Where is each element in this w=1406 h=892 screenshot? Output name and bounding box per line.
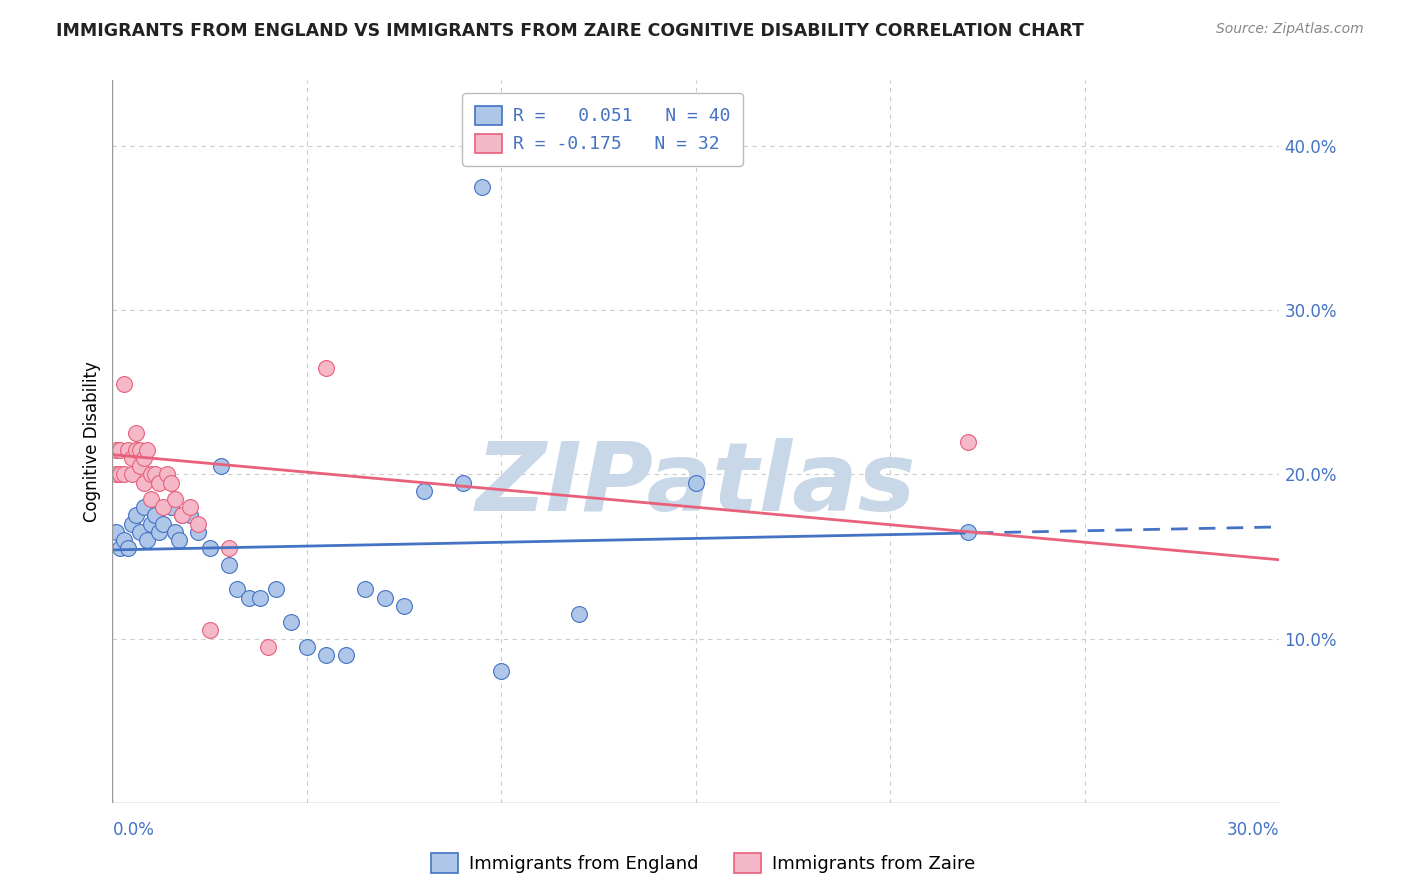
Point: [136, 533, 159, 547]
Point: [148, 524, 170, 539]
Point: [209, 459, 232, 474]
Text: IMMIGRANTS FROM ENGLAND VS IMMIGRANTS FROM ZAIRE COGNITIVE DISABILITY CORRELATIO: IMMIGRANTS FROM ENGLAND VS IMMIGRANTS FR…: [56, 22, 1084, 40]
Point: [491, 665, 513, 679]
Point: [257, 640, 280, 654]
Point: [172, 508, 194, 523]
Point: [156, 467, 179, 482]
Point: [685, 475, 707, 490]
Point: [152, 500, 174, 515]
Point: [160, 500, 183, 515]
Point: [112, 467, 135, 482]
Point: [238, 591, 260, 605]
Point: [112, 533, 135, 547]
Point: [315, 648, 337, 662]
Point: [110, 467, 132, 482]
Point: [172, 508, 194, 523]
Text: 30.0%: 30.0%: [1227, 821, 1279, 838]
Text: 0.0%: 0.0%: [112, 821, 155, 838]
Legend: Immigrants from England, Immigrants from Zaire: Immigrants from England, Immigrants from…: [423, 846, 983, 880]
Point: [218, 541, 240, 556]
Point: [957, 434, 980, 449]
Point: [957, 524, 980, 539]
Point: [121, 516, 143, 531]
Point: [110, 442, 132, 457]
Point: [117, 541, 139, 556]
Point: [128, 442, 150, 457]
Point: [198, 624, 221, 638]
Point: [105, 467, 128, 482]
Point: [568, 607, 591, 621]
Point: [354, 582, 377, 597]
Point: [152, 516, 174, 531]
Point: [143, 508, 166, 523]
Point: [132, 475, 155, 490]
Point: [132, 500, 155, 515]
Point: [198, 541, 221, 556]
Point: [141, 516, 163, 531]
Point: [128, 524, 150, 539]
Point: [105, 442, 128, 457]
Point: [148, 475, 170, 490]
Point: [187, 524, 209, 539]
Point: [315, 360, 337, 375]
Point: [110, 541, 132, 556]
Point: [105, 524, 128, 539]
Point: [163, 524, 186, 539]
Text: ZIPatlas: ZIPatlas: [475, 438, 917, 532]
Point: [121, 467, 143, 482]
Text: Source: ZipAtlas.com: Source: ZipAtlas.com: [1216, 22, 1364, 37]
Point: [143, 467, 166, 482]
Point: [125, 508, 148, 523]
Point: [121, 450, 143, 465]
Point: [335, 648, 357, 662]
Point: [163, 491, 186, 506]
Point: [125, 426, 148, 441]
Point: [226, 582, 249, 597]
Point: [280, 615, 302, 630]
Point: [141, 467, 163, 482]
Point: [136, 442, 159, 457]
Point: [128, 459, 150, 474]
Point: [179, 500, 201, 515]
Point: [264, 582, 287, 597]
Point: [167, 533, 190, 547]
Point: [112, 377, 135, 392]
Point: [125, 442, 148, 457]
Point: [160, 475, 183, 490]
Point: [249, 591, 271, 605]
Legend: R =   0.051   N = 40, R = -0.175   N = 32: R = 0.051 N = 40, R = -0.175 N = 32: [463, 93, 742, 166]
Point: [374, 591, 396, 605]
Point: [117, 442, 139, 457]
Point: [187, 516, 209, 531]
Point: [218, 558, 240, 572]
Point: [412, 483, 434, 498]
Point: [132, 450, 155, 465]
Point: [295, 640, 318, 654]
Point: [394, 599, 416, 613]
Point: [141, 491, 163, 506]
Point: [451, 475, 474, 490]
Point: [179, 508, 201, 523]
Y-axis label: Cognitive Disability: Cognitive Disability: [83, 361, 101, 522]
Point: [471, 180, 494, 194]
